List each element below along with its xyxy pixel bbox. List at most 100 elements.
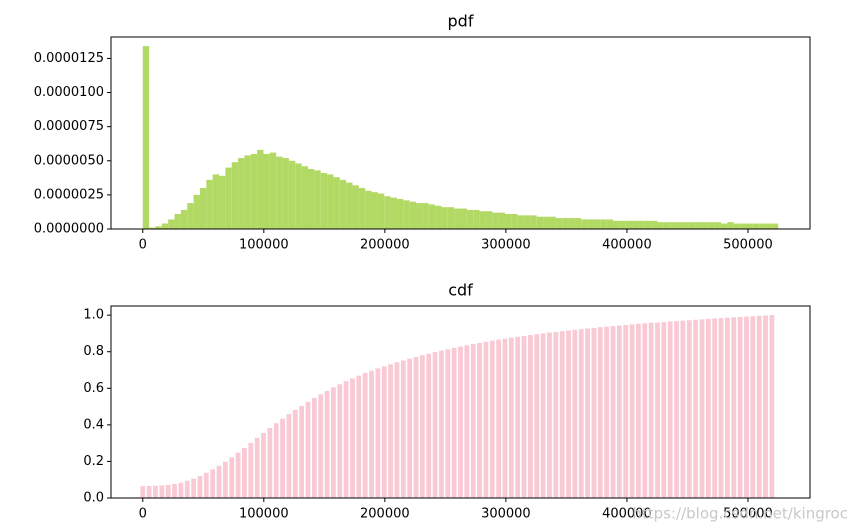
bar [661, 322, 667, 498]
bar [191, 478, 196, 498]
bar [388, 364, 393, 498]
bar [320, 173, 328, 229]
bar [403, 200, 410, 229]
bar [311, 397, 317, 498]
x-tick-label: 400000 [602, 507, 652, 522]
bar [460, 208, 467, 229]
bar [536, 216, 544, 229]
bar [161, 223, 169, 229]
bar [327, 174, 334, 229]
bar [492, 212, 499, 229]
bar [445, 349, 451, 498]
bar [187, 203, 194, 229]
bar [555, 218, 563, 229]
bar [199, 188, 207, 229]
y-tick-label: 1.0 [83, 308, 104, 323]
bar [238, 158, 245, 229]
bar [699, 319, 705, 498]
bar [219, 175, 226, 229]
bar [184, 480, 190, 498]
bar [547, 332, 552, 498]
bar [216, 465, 222, 498]
bar [140, 486, 146, 498]
bar [210, 469, 216, 498]
bar [725, 317, 730, 498]
chart-title: cdf [448, 281, 473, 300]
y-tick-label: 0.4 [83, 417, 104, 432]
bar [502, 338, 508, 498]
bar [428, 204, 436, 229]
x-tick-label: 100000 [239, 238, 289, 253]
bar [663, 222, 671, 229]
bar [416, 203, 423, 229]
bar [540, 333, 546, 498]
y-tick-label: 0.0000000 [34, 222, 104, 237]
bar [282, 158, 289, 229]
bar [619, 220, 626, 229]
bar [515, 336, 521, 498]
bar [616, 325, 622, 498]
x-tick-label: 0 [139, 238, 147, 253]
bar [299, 405, 305, 498]
bar [458, 346, 463, 498]
bar [642, 323, 648, 498]
bar [377, 193, 385, 229]
bar [350, 378, 355, 498]
y-tick-label: 0.0000075 [34, 119, 104, 134]
bar [441, 207, 448, 229]
bar [193, 194, 200, 229]
bar [257, 149, 264, 229]
bar [422, 203, 429, 229]
bar [358, 188, 366, 229]
bar [180, 209, 188, 229]
bar [466, 209, 474, 229]
y-tick-label: 0.0 [83, 491, 104, 506]
bar [655, 322, 660, 498]
bar [737, 316, 743, 498]
bar [769, 315, 775, 498]
bar [318, 394, 324, 498]
bar [172, 483, 177, 498]
bar [222, 461, 228, 498]
bar [587, 219, 594, 229]
bar [559, 331, 565, 498]
bar [337, 384, 343, 498]
bar [721, 223, 728, 229]
bar [229, 457, 235, 498]
bar [629, 324, 635, 498]
bar [632, 220, 639, 229]
bar [693, 319, 699, 498]
axes-frame [110, 305, 811, 499]
bar [585, 328, 590, 498]
bar [286, 414, 292, 498]
watermark: https://blog.csdn.net/kingroc [632, 505, 848, 523]
bar [381, 366, 387, 498]
bar [578, 329, 584, 498]
bar [521, 335, 527, 498]
axes-frame [110, 36, 811, 230]
bar [276, 156, 283, 229]
bar [483, 341, 489, 498]
bar [581, 219, 588, 229]
bar [413, 357, 419, 498]
bar [670, 222, 677, 229]
bar [676, 222, 683, 229]
bar [451, 347, 457, 498]
bar [765, 223, 772, 229]
bar [534, 334, 540, 498]
bar [600, 219, 607, 229]
bar [604, 326, 610, 498]
bar [597, 327, 603, 498]
bar [165, 484, 171, 498]
x-tick-label: 300000 [481, 507, 531, 522]
bar [155, 226, 162, 229]
bar [295, 163, 302, 229]
bar [352, 185, 359, 229]
bar [714, 222, 722, 229]
bar [314, 170, 321, 229]
y-tick-label: 0.0000025 [34, 187, 104, 202]
bar [280, 418, 285, 498]
bar [235, 452, 241, 498]
bar [549, 216, 556, 229]
y-tick-label: 0.8 [83, 344, 104, 359]
